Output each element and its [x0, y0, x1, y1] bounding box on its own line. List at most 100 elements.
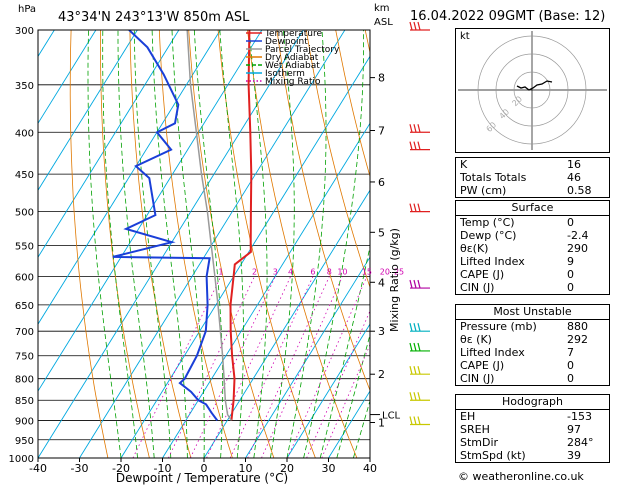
legend-label: Dewpoint: [265, 37, 308, 47]
wind-barb-flag: [417, 392, 421, 401]
wind-barb-flag: [417, 323, 421, 332]
surface-title: Surface: [511, 201, 554, 214]
wind-barb-flag: [413, 21, 417, 31]
isotherm: [286, 323, 370, 458]
mixing-ratio-labels: 1 2 3 4 6 8 10 15 20 25: [218, 267, 404, 276]
most-unstable-title: Most Unstable: [493, 305, 572, 318]
wind-barb-flag: [417, 366, 421, 375]
profile-curves: [112, 30, 253, 422]
wind-barb-flag: [409, 124, 413, 133]
wind-barbs: [409, 21, 430, 426]
wet-adiabat: [102, 30, 138, 458]
lcl-label: LCL: [382, 411, 401, 422]
wind-barb-flag: [417, 203, 421, 212]
legend-label: Temperature: [264, 29, 322, 39]
wind-barb-flag: [417, 416, 421, 425]
mixing-ratio-label: 15: [362, 267, 372, 276]
height-axis: 8 7 6 5 4 3 2 1: [370, 72, 385, 430]
pressure-tick-label: 550: [15, 241, 34, 252]
hodo-sreh: SREH 97: [460, 423, 581, 436]
pressure-axis: 300 350 400 450 500 550 600 650 700 750 800 850 900 9…: [9, 26, 34, 465]
mixing-ratio-line: [321, 343, 370, 458]
wet-adiabat: [286, 30, 327, 458]
mixing-ratio-label: 6: [310, 267, 315, 276]
temperature-tick-label: 40: [363, 462, 377, 475]
hodo-stmdir: StmDir 284°: [460, 436, 594, 449]
mixing-ratio-title: Mixing Ratio (g/kg): [388, 228, 401, 332]
legend-label: Isotherm: [265, 69, 305, 79]
dry-adiabat: [247, 30, 358, 458]
pressure-tick-label: 950: [15, 436, 34, 447]
mu-li: Lifted Index 7: [460, 346, 574, 359]
grid-lines: [38, 30, 370, 458]
dry-adiabat: [335, 30, 370, 178]
wet-adiabat: [117, 30, 155, 458]
height-tick-label: 5: [378, 226, 385, 239]
hodograph-ring: [495, 53, 569, 127]
wet-adiabat: [133, 30, 172, 458]
parcel-trajectory-line: [186, 30, 233, 421]
pressure-tick-label: 850: [15, 396, 34, 407]
dry-adiabat: [276, 30, 370, 392]
wind-barb-flag: [409, 366, 413, 375]
mixing-ratio-label: 1: [218, 267, 223, 276]
wind-barb-flag: [413, 203, 417, 212]
dry-adiabat: [69, 30, 109, 458]
dry-adiabat: [217, 30, 316, 458]
mixing-ratio-label: 8: [327, 267, 332, 276]
isotherm: [203, 189, 370, 458]
mixing-ratio-label: 10: [337, 267, 347, 276]
wet-adiabat: [303, 30, 365, 458]
mu-theta: θε (K) 292: [460, 333, 588, 346]
surface-dewp: Dewp (°C) -2.4: [460, 229, 589, 242]
mixing-ratio-line: [206, 276, 291, 458]
wind-barb-flag: [413, 124, 417, 133]
wet-adiabat: [87, 30, 122, 458]
hodograph-unit: kt: [460, 31, 470, 42]
pressure-tick-label: 650: [15, 301, 34, 312]
pressure-tick-label: 300: [15, 26, 34, 37]
temperature-line: [229, 30, 253, 421]
wind-barb-flag: [409, 392, 413, 401]
height-tick-label: 2: [378, 368, 385, 381]
isotherm: [245, 256, 370, 458]
temperature-tick-label: 10: [239, 462, 253, 475]
pressure-tick-label: 400: [15, 128, 34, 139]
mu-pressure: Pressure (mb) 880: [460, 320, 588, 333]
isotherm: [38, 30, 180, 259]
wind-barb-flag: [409, 203, 413, 212]
wind-barb-flag: [413, 141, 417, 150]
height-tick-label: 4: [378, 276, 385, 289]
copyright-footer: © weatheronline.co.uk: [458, 470, 584, 483]
indices-table: K 16 Totals Totals 46 PW (cm) 0.58: [455, 157, 610, 198]
dry-adiabat: [305, 30, 370, 289]
location-title: 43°34'N 243°13'W 850m ASL: [58, 10, 250, 25]
temperature-tick-label: 30: [322, 462, 336, 475]
asl-label: ASL: [374, 17, 393, 28]
mixing-ratio-line: [287, 276, 368, 458]
wind-barb-flag: [413, 342, 417, 352]
mu-cin: CIN (J) 0: [460, 372, 574, 385]
temperature-axis: -40 -30 -20 -10 0 10 20 30 40: [29, 458, 377, 475]
hodograph-trace: [516, 80, 553, 91]
hodograph-frame: [455, 28, 610, 153]
wind-barb-flag: [417, 141, 421, 150]
temperature-tick-label: -20: [112, 462, 130, 475]
pressure-tick-label: 750: [15, 352, 34, 363]
wet-adiabat: [248, 30, 268, 458]
pressure-unit-label: hPa: [18, 4, 37, 15]
mixing-ratio-line: [261, 276, 343, 458]
height-tick-label: 3: [378, 325, 385, 338]
mu-cape: CAPE (J) 0: [460, 359, 574, 372]
isotherm: [38, 30, 304, 458]
surface-li: Lifted Index 9: [460, 255, 574, 268]
pressure-tick-label: 350: [15, 81, 34, 92]
pressure-tick-label: 900: [15, 417, 34, 428]
mixing-ratio-label: 3: [273, 267, 278, 276]
wet-adiabat: [219, 30, 244, 458]
height-tick-label: 6: [378, 176, 385, 189]
temperature-tick-label: -30: [71, 462, 89, 475]
